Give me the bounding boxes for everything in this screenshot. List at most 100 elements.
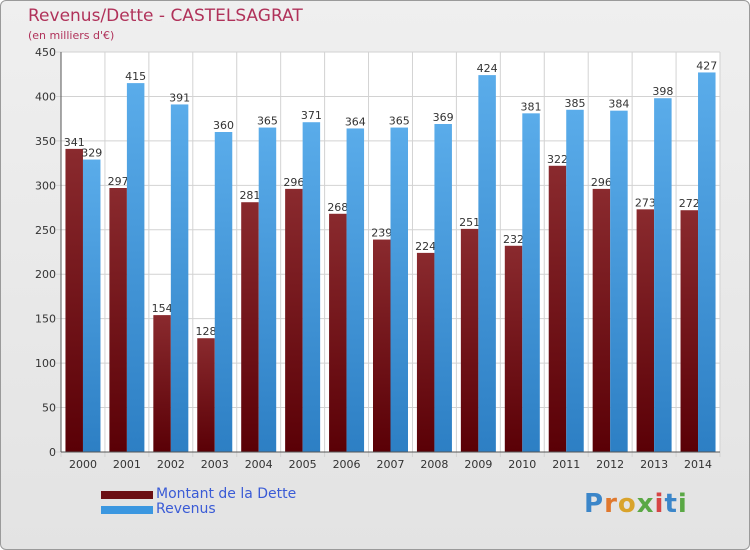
bar-dette <box>592 188 611 452</box>
x-tick-label: 2001 <box>113 458 141 471</box>
bar-revenus <box>126 83 145 452</box>
bar-revenus <box>82 159 101 453</box>
bar-revenus <box>654 98 672 452</box>
data-label-dette: 297 <box>108 175 129 188</box>
bar-dette <box>241 202 259 452</box>
data-label-dette: 296 <box>591 176 612 189</box>
bar-dette <box>329 213 347 452</box>
data-label-dette: 128 <box>196 325 217 338</box>
x-tick-label: 2012 <box>596 458 624 471</box>
data-label-dette: 239 <box>371 227 392 240</box>
bar-revenus <box>610 110 628 453</box>
x-tick-label: 2014 <box>684 458 712 471</box>
x-tick-label: 2002 <box>157 458 185 471</box>
data-label-revenus: 391 <box>169 91 190 104</box>
y-tick-label: 300 <box>35 179 56 192</box>
data-label-revenus: 415 <box>125 70 146 83</box>
data-label-dette: 224 <box>415 240 436 253</box>
data-label-revenus: 381 <box>521 100 542 113</box>
y-tick-label: 250 <box>35 224 56 237</box>
bar-revenus <box>170 104 189 452</box>
bar-revenus <box>434 124 452 452</box>
x-tick-label: 2009 <box>464 458 492 471</box>
bar-dette <box>504 245 523 452</box>
bar-revenus <box>302 122 321 452</box>
bar-dette <box>548 165 567 452</box>
data-label-dette: 232 <box>503 233 524 246</box>
bar-dette <box>197 338 215 452</box>
bar-dette <box>109 188 127 452</box>
data-label-dette: 296 <box>283 176 304 189</box>
data-label-revenus: 369 <box>433 111 454 124</box>
data-label-dette: 281 <box>239 189 260 202</box>
brand-letter: P <box>584 489 605 519</box>
x-tick-label: 2013 <box>640 458 668 471</box>
data-label-dette: 251 <box>459 216 480 229</box>
bar-revenus <box>258 127 277 453</box>
x-tick-label: 2000 <box>69 458 97 471</box>
x-tick-label: 2010 <box>508 458 536 471</box>
brand-letter: x <box>636 489 655 519</box>
legend-label-revenus: Revenus <box>156 501 216 517</box>
x-tick-label: 2011 <box>552 458 580 471</box>
axes: 0 50 100 150 200 250 300 350 400 450 2000 2001 2002 2… <box>35 46 720 471</box>
y-tick-label: 200 <box>35 268 56 281</box>
y-tick-label: 0 <box>49 446 56 459</box>
x-tick-label: 2007 <box>377 458 405 471</box>
bar-dette <box>373 239 391 452</box>
brand-letter: i <box>677 489 688 519</box>
data-label-revenus: 329 <box>81 147 102 160</box>
x-tick-label: 2003 <box>201 458 229 471</box>
bar-revenus <box>346 128 365 452</box>
y-tick-label: 400 <box>35 90 56 103</box>
y-tick-label: 450 <box>35 46 56 59</box>
data-label-revenus: 427 <box>696 59 717 72</box>
data-label-dette: 341 <box>64 136 85 149</box>
bar-dette <box>65 148 83 452</box>
proxiti-logo: Proxiti <box>584 489 688 519</box>
data-label-revenus: 398 <box>652 85 673 98</box>
data-label-dette: 272 <box>679 197 700 210</box>
y-tick-label: 100 <box>35 357 56 370</box>
bar-dette <box>285 188 303 452</box>
y-tick-label: 350 <box>35 135 56 148</box>
legend-label-dette: Montant de la Dette <box>156 486 297 502</box>
bar-revenus <box>566 109 584 453</box>
brand-letter: o <box>617 489 637 519</box>
bar-dette <box>153 315 171 452</box>
data-label-revenus: 360 <box>213 119 234 132</box>
bar-revenus <box>390 127 408 453</box>
data-label-revenus: 424 <box>477 62 498 75</box>
data-label-dette: 273 <box>635 196 656 209</box>
x-tick-label: 2006 <box>333 458 361 471</box>
data-label-dette: 154 <box>152 302 173 315</box>
brand-letter: i <box>654 489 665 519</box>
data-label-revenus: 365 <box>257 115 278 128</box>
y-tick-label: 150 <box>35 313 56 326</box>
bar-revenus <box>522 113 540 452</box>
bar-dette <box>460 228 479 452</box>
y-tick-label: 50 <box>42 402 56 415</box>
bar-dette <box>680 210 699 452</box>
data-label-revenus: 365 <box>389 115 410 128</box>
brand-letter: t <box>664 489 678 519</box>
bar-revenus <box>698 72 716 452</box>
bar-dette <box>416 252 435 452</box>
data-label-dette: 268 <box>327 201 348 214</box>
data-label-revenus: 384 <box>608 98 629 111</box>
chart-title: Revenus/Dette - CASTELSAGRAT <box>28 6 303 26</box>
x-tick-label: 2008 <box>420 458 448 471</box>
bar-dette <box>636 209 655 452</box>
data-label-revenus: 364 <box>345 115 366 128</box>
data-label-revenus: 371 <box>301 109 322 122</box>
data-label-revenus: 385 <box>564 97 585 110</box>
bar-revenus <box>478 75 496 452</box>
bar-revenus <box>214 132 233 452</box>
x-tick-label: 2005 <box>289 458 317 471</box>
brand-letter: r <box>604 489 618 519</box>
legend-swatch-revenus <box>101 506 153 514</box>
data-label-dette: 322 <box>547 153 568 166</box>
